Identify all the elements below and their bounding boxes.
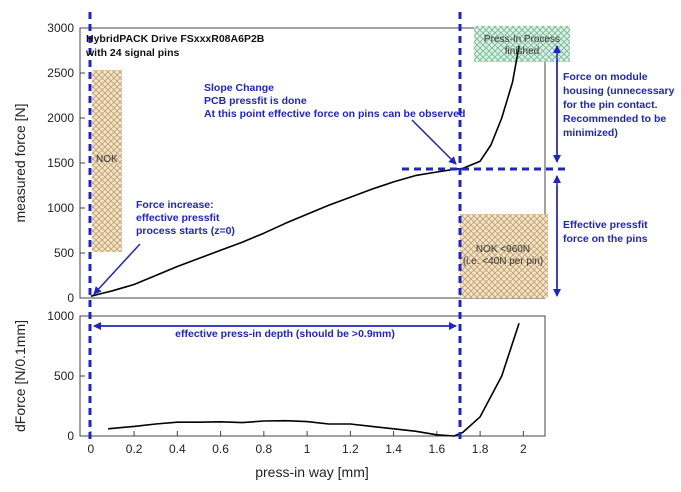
- top-y-tick-label: 2000: [47, 111, 74, 125]
- x-tick-label: 0.8: [255, 442, 272, 456]
- nok-left-region: [92, 70, 122, 252]
- effective-force-line1: Effective pressfit: [563, 219, 648, 231]
- slope-change-line3: At this point effective force on pins ca…: [204, 108, 465, 120]
- housing-force-line4: Recommended to be: [563, 113, 666, 125]
- press-in-finished-region: [474, 26, 570, 62]
- effective-force-line2: force on the pins: [563, 233, 648, 245]
- top-y-tick-label: 500: [54, 246, 74, 260]
- force-increase-line1: Force increase:: [136, 199, 214, 211]
- top-y-axis-label: measured force [N]: [12, 103, 28, 222]
- x-tick-label: 1.2: [342, 442, 359, 456]
- bottom-y-tick-label: 0: [67, 429, 74, 443]
- press-in-finished-line1: Press-In Process: [484, 34, 560, 45]
- top-y-tick-label: 0: [67, 291, 74, 305]
- nok-right-label-line1: NOK <960N: [476, 244, 530, 255]
- chart-title-line2: with 24 signal pins: [85, 47, 180, 59]
- chart-title-line1: HybridPACK Drive FSxxxR08A6P2B: [86, 33, 265, 45]
- housing-force-line5: minimized): [563, 127, 618, 139]
- nok-left-label: NOK: [96, 154, 118, 165]
- press-in-finished-line2: finished: [505, 46, 539, 57]
- slope-change-line1: Slope Change: [204, 82, 274, 94]
- bottom-y-axis-label: dForce [N/0.1mm]: [12, 320, 28, 432]
- nok-right-region: [460, 214, 548, 298]
- x-tick-label: 1.6: [429, 442, 446, 456]
- force-increase-line2: effective pressfit: [136, 212, 220, 224]
- housing-force-line1: Force on module: [563, 71, 648, 83]
- x-tick-label: 0.4: [169, 442, 186, 456]
- x-axis-label: press-in way [mm]: [255, 464, 369, 480]
- housing-force-line2: housing (unnecessary: [563, 85, 675, 97]
- x-tick-label: 2: [520, 442, 527, 456]
- force-curve: [90, 45, 520, 297]
- bottom-y-tick-label: 500: [54, 369, 74, 383]
- force-increase-arrow: [93, 243, 141, 295]
- top-y-tick-label: 2500: [47, 66, 74, 80]
- dforce-curve: [108, 322, 520, 437]
- x-tick-label: 0: [87, 442, 94, 456]
- press-in-depth-label: effective press-in depth (should be >0.9…: [175, 328, 395, 340]
- force-increase-line3: process starts (z=0): [136, 225, 235, 237]
- housing-force-line3: for the pin contact.: [563, 99, 658, 111]
- nok-right-label-line2: (i.e. <40N per pin): [463, 256, 543, 267]
- x-tick-label: 1.4: [385, 442, 402, 456]
- slope-change-line2: PCB pressfit is done: [204, 95, 307, 107]
- x-tick-label: 1: [304, 442, 311, 456]
- bottom-y-tick-label: 1000: [47, 309, 74, 323]
- x-tick-label: 0.2: [126, 442, 143, 456]
- x-tick-label: 1.8: [472, 442, 489, 456]
- slope-change-arrow: [411, 119, 457, 165]
- top-y-tick-label: 1500: [47, 156, 74, 170]
- top-y-tick-label: 3000: [47, 21, 74, 35]
- top-y-tick-label: 1000: [47, 201, 74, 215]
- x-tick-label: 0.6: [212, 442, 229, 456]
